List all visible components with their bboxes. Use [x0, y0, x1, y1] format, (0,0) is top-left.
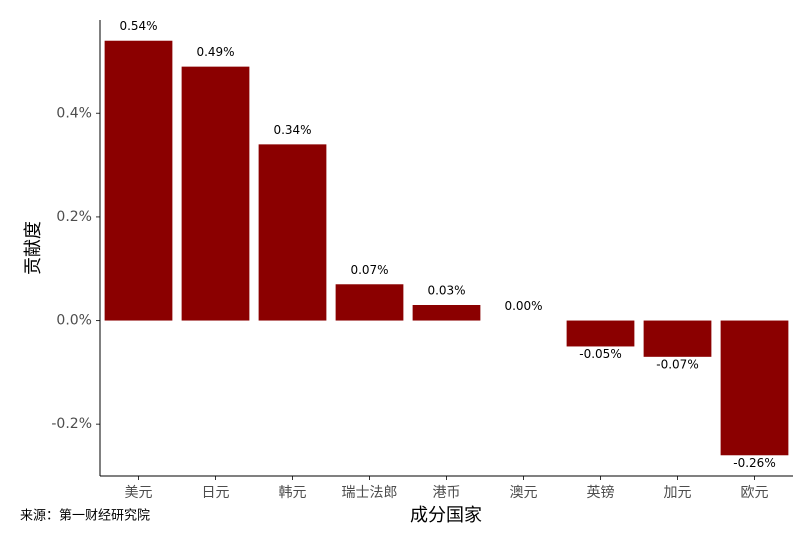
x-tick-label: 日元 — [202, 485, 230, 501]
bar — [566, 320, 635, 347]
bar — [258, 144, 327, 321]
bar — [720, 320, 789, 456]
value-label: 0.07% — [350, 263, 388, 277]
bar — [643, 320, 712, 357]
value-label: -0.07% — [656, 357, 698, 371]
source-note: 来源：第一财经研究院 — [20, 509, 150, 524]
x-tick-label: 美元 — [125, 485, 153, 501]
bar — [181, 66, 250, 321]
x-tick-label: 港币 — [433, 485, 461, 501]
value-label: 0.03% — [427, 284, 465, 298]
value-label: 0.49% — [196, 45, 234, 59]
value-label: 0.54% — [119, 19, 157, 33]
value-label: -0.05% — [579, 347, 621, 361]
x-tick-label: 瑞士法郎 — [342, 485, 398, 501]
x-axis-title: 成分国家 — [410, 505, 482, 526]
value-label: -0.26% — [733, 456, 775, 470]
y-tick-label: 0.2% — [56, 209, 92, 225]
x-tick-label: 欧元 — [741, 485, 769, 501]
x-tick-label: 加元 — [664, 485, 692, 501]
y-tick-label: 0.0% — [56, 313, 92, 329]
bar — [412, 305, 481, 321]
bar — [104, 40, 173, 321]
value-label: 0.34% — [273, 123, 311, 137]
value-label: 0.00% — [504, 299, 542, 313]
y-tick-label: 0.4% — [56, 105, 92, 121]
bar — [335, 284, 404, 321]
y-tick-label: -0.2% — [51, 416, 92, 432]
x-tick-label: 英镑 — [587, 484, 615, 501]
x-tick-label: 澳元 — [510, 485, 538, 501]
y-axis-title: 贡献度 — [23, 221, 44, 275]
x-tick-label: 韩元 — [279, 485, 307, 501]
